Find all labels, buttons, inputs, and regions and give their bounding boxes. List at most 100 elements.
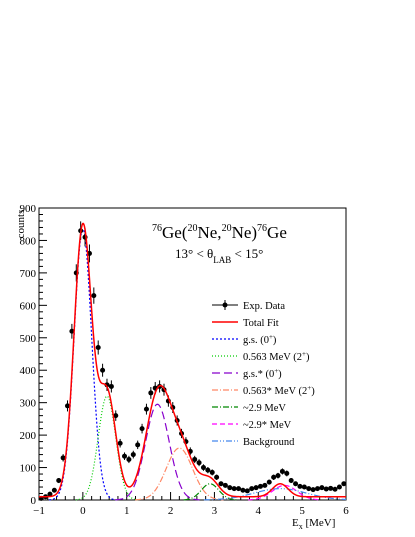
svg-text:g.s. (0+): g.s. (0+) xyxy=(243,333,277,346)
x-tick-label: 4 xyxy=(256,505,262,517)
data-point xyxy=(91,287,97,304)
legend-item-bg: Background xyxy=(212,437,295,448)
data-point xyxy=(60,454,66,462)
data-point xyxy=(271,474,277,481)
data-point xyxy=(266,479,272,485)
data-point xyxy=(56,478,62,484)
y-tick-label: 900 xyxy=(20,203,37,215)
title-part-1: Ge( xyxy=(162,223,188,242)
data-point xyxy=(227,485,233,491)
title-sup-4: 76 xyxy=(257,223,267,234)
data-point xyxy=(244,488,250,494)
y-tick-label: 300 xyxy=(20,398,37,410)
subtitle-sub: LAB xyxy=(213,255,231,265)
x-tick-label: 2 xyxy=(168,505,174,517)
x-tick-label: 3 xyxy=(212,505,218,517)
x-axis-title-unit: [MeV] xyxy=(303,517,336,529)
x-tick-label: 0 xyxy=(80,505,86,517)
x-axis-title-sub: x xyxy=(299,522,303,531)
fit-component-gsstar xyxy=(115,403,200,501)
svg-text:~2.9 MeV: ~2.9 MeV xyxy=(243,403,286,414)
data-point xyxy=(275,472,281,479)
x-tick-label: 5 xyxy=(299,505,305,517)
svg-text:g.s.* (0+): g.s.* (0+) xyxy=(243,367,282,380)
title-sup-2: 20 xyxy=(187,223,197,234)
svg-text:~2.9* MeV: ~2.9* MeV xyxy=(243,420,292,431)
data-point xyxy=(47,491,53,497)
data-point xyxy=(288,478,294,484)
data-point xyxy=(279,468,285,475)
subtitle-left: 13° < θ xyxy=(175,246,213,261)
data-point xyxy=(319,485,325,491)
data-point xyxy=(262,482,268,488)
data-point xyxy=(249,486,255,492)
data-point xyxy=(126,455,132,464)
data-point xyxy=(336,484,342,490)
chart-title: 76Ge(20Ne,20Ne)76Ge xyxy=(152,223,287,242)
y-tick-label: 0 xyxy=(31,495,37,507)
title-part-2: Ne, xyxy=(197,223,221,242)
legend-item-exp: Exp. Data xyxy=(212,300,285,312)
svg-text:0.563* MeV (2+): 0.563* MeV (2+) xyxy=(243,384,315,397)
fit-components xyxy=(49,228,347,501)
chart-subtitle: 13° < θLAB < 15° xyxy=(175,246,263,265)
data-point xyxy=(284,470,290,477)
x-axis-title-main: E xyxy=(292,517,299,529)
data-point xyxy=(122,452,128,460)
fit-component-p0563star xyxy=(135,447,224,501)
data-point xyxy=(236,486,242,492)
fit-component-p29star xyxy=(248,484,322,501)
x-tick-label: −1 xyxy=(33,505,45,517)
data-point xyxy=(332,486,338,492)
data-point xyxy=(253,485,259,491)
y-axis-title: counts xyxy=(15,210,27,239)
total-fit-line xyxy=(39,222,346,498)
svg-text:0.563 MeV (2+): 0.563 MeV (2+) xyxy=(243,350,310,363)
x-tick-label: 6 xyxy=(343,505,349,517)
legend-item-total: Total Fit xyxy=(212,318,279,329)
data-point xyxy=(196,459,202,467)
y-tick-label: 400 xyxy=(20,365,37,377)
data-point xyxy=(310,487,316,493)
data-point xyxy=(65,400,71,412)
x-axis-title: Ex [MeV] xyxy=(292,517,335,531)
data-point xyxy=(130,450,136,459)
data-point xyxy=(323,486,329,492)
legend-item-p29: ~2.9 MeV xyxy=(212,403,286,414)
data-point xyxy=(214,474,220,481)
data-point xyxy=(231,486,237,492)
legend-item-p0563: 0.563 MeV (2+) xyxy=(212,350,310,363)
legend: Exp. Data Total Fit g.s. (0+) 0.563 MeV … xyxy=(212,300,315,448)
data-point xyxy=(209,469,215,476)
fit-component-p0563 xyxy=(75,395,139,501)
data-point xyxy=(95,340,101,355)
data-point xyxy=(148,387,154,399)
fit-component-gs xyxy=(49,228,117,501)
subtitle-right: < 15° xyxy=(231,246,263,261)
data-point xyxy=(51,487,57,493)
data-point xyxy=(328,485,334,491)
x-tick-label: 1 xyxy=(124,505,130,517)
y-tick-label: 200 xyxy=(20,430,37,442)
y-tick-label: 100 xyxy=(20,463,37,475)
svg-text:Exp. Data: Exp. Data xyxy=(243,301,285,312)
y-tick-label: 800 xyxy=(20,235,37,247)
data-point xyxy=(205,467,211,474)
legend-item-gsstar: g.s.* (0+) xyxy=(212,367,282,380)
data-point xyxy=(135,440,141,450)
data-point xyxy=(139,423,145,434)
data-point xyxy=(297,483,303,489)
data-point xyxy=(113,410,119,421)
data-point xyxy=(301,484,307,490)
data-point xyxy=(306,486,312,492)
data-point xyxy=(240,487,246,493)
svg-text:Background: Background xyxy=(243,437,295,448)
data-point xyxy=(69,323,75,339)
data-point xyxy=(108,380,114,393)
y-tick-label: 600 xyxy=(20,300,37,312)
data-point xyxy=(200,464,206,471)
y-axis-ticks: 0 100 200 300 400 500 600 700 800 900 xyxy=(20,203,47,507)
data-point xyxy=(257,483,263,489)
legend-marker-exp xyxy=(222,302,228,308)
